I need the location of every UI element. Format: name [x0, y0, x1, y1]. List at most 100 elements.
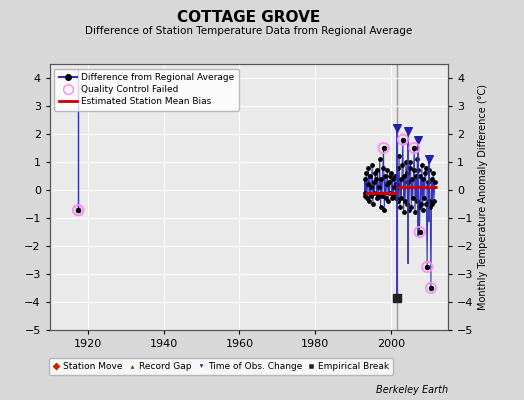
Point: [361, 190, 369, 196]
Point: [401, 198, 409, 204]
Point: [427, 285, 435, 291]
Point: [381, 173, 389, 179]
Point: [429, 170, 438, 176]
Point: [381, 195, 390, 202]
Point: [392, 184, 401, 190]
Point: [421, 170, 429, 176]
Point: [361, 192, 369, 199]
Point: [387, 170, 395, 176]
Text: Difference of Station Temperature Data from Regional Average: Difference of Station Temperature Data f…: [85, 26, 412, 36]
Point: [410, 145, 419, 151]
Point: [369, 178, 378, 185]
Point: [406, 164, 414, 171]
Point: [394, 164, 402, 171]
Point: [414, 167, 422, 174]
Point: [395, 153, 403, 160]
Point: [425, 156, 433, 162]
Point: [424, 198, 433, 204]
Point: [419, 206, 427, 213]
Point: [422, 201, 431, 207]
Point: [379, 145, 388, 151]
Point: [364, 164, 373, 171]
Point: [431, 178, 439, 185]
Point: [419, 176, 428, 182]
Point: [379, 145, 388, 151]
Point: [402, 170, 411, 176]
Point: [416, 173, 424, 179]
Point: [421, 164, 430, 171]
Point: [425, 167, 434, 174]
Point: [375, 184, 383, 190]
Point: [362, 170, 370, 176]
Point: [74, 207, 82, 213]
Point: [417, 201, 425, 207]
Point: [396, 204, 404, 210]
Point: [416, 229, 424, 235]
Point: [373, 167, 381, 174]
Point: [412, 198, 421, 204]
Point: [426, 204, 434, 210]
Point: [409, 195, 417, 202]
Point: [365, 198, 373, 204]
Point: [364, 181, 372, 188]
Text: COTTAGE GROVE: COTTAGE GROVE: [177, 10, 321, 25]
Point: [366, 192, 375, 199]
Point: [397, 195, 406, 202]
Point: [378, 192, 386, 199]
Point: [376, 156, 384, 162]
Point: [411, 173, 420, 179]
Point: [418, 162, 426, 168]
Point: [399, 136, 407, 143]
Point: [392, 294, 401, 301]
Point: [383, 181, 391, 188]
Point: [399, 136, 407, 143]
Point: [398, 162, 406, 168]
Point: [374, 192, 383, 199]
Point: [402, 159, 410, 165]
Point: [428, 201, 436, 207]
Point: [388, 176, 397, 182]
Point: [405, 206, 413, 213]
Y-axis label: Monthly Temperature Anomaly Difference (°C): Monthly Temperature Anomaly Difference (…: [478, 84, 488, 310]
Point: [404, 178, 412, 185]
Point: [372, 176, 380, 182]
Point: [420, 195, 428, 202]
Point: [416, 229, 424, 235]
Point: [423, 264, 431, 270]
Point: [394, 198, 402, 204]
Point: [74, 207, 82, 213]
Point: [370, 190, 379, 196]
Point: [428, 176, 436, 182]
Point: [390, 184, 398, 190]
Point: [406, 159, 414, 165]
Point: [373, 195, 381, 202]
Point: [385, 178, 393, 185]
Point: [403, 201, 412, 207]
Point: [391, 195, 400, 202]
Point: [379, 164, 387, 171]
Point: [410, 145, 419, 151]
Point: [427, 285, 435, 291]
Point: [368, 162, 376, 168]
Legend: Station Move, Record Gap, Time of Obs. Change, Empirical Break: Station Move, Record Gap, Time of Obs. C…: [49, 358, 393, 375]
Point: [410, 145, 419, 151]
Point: [399, 209, 408, 216]
Point: [376, 204, 385, 210]
Point: [400, 173, 409, 179]
Point: [424, 178, 432, 185]
Point: [74, 207, 82, 213]
Point: [384, 198, 392, 204]
Point: [397, 176, 405, 182]
Text: Berkeley Earth: Berkeley Earth: [376, 385, 448, 395]
Point: [430, 198, 438, 204]
Point: [413, 136, 422, 143]
Point: [407, 204, 416, 210]
Point: [409, 167, 418, 174]
Point: [361, 176, 369, 182]
Point: [386, 173, 395, 179]
Point: [366, 173, 374, 179]
Point: [379, 145, 388, 151]
Point: [427, 285, 435, 291]
Point: [416, 229, 424, 235]
Point: [391, 173, 399, 179]
